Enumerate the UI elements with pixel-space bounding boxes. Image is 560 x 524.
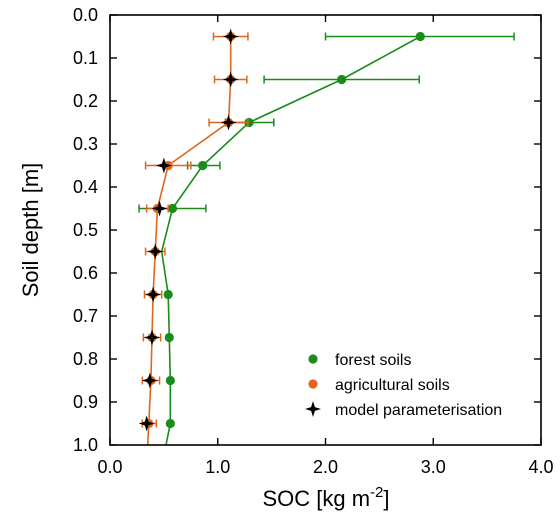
series-forest-soils	[138, 31, 515, 446]
data-point	[138, 415, 155, 432]
data-point	[164, 332, 174, 343]
x-tick-label: 1.0	[205, 457, 230, 477]
legend-label: model parameterisation	[335, 402, 502, 419]
x-axis-title-end: ]	[383, 486, 389, 511]
legend-label: forest soils	[335, 352, 411, 369]
legend-item: forest soils	[308, 352, 411, 369]
legend: forest soils agricultural soils model para…	[305, 352, 502, 419]
data-point	[198, 160, 208, 171]
y-tick-label: 0.2	[73, 91, 98, 111]
y-tick-label: 1.0	[73, 435, 98, 455]
data-point	[163, 289, 173, 300]
x-axis-title: SOC [kg m-2]	[262, 484, 389, 511]
series-agricultural-soils	[141, 31, 249, 446]
data-point	[222, 71, 239, 88]
data-point	[167, 203, 178, 214]
data-point	[147, 243, 164, 260]
x-tick-label: 0.0	[97, 457, 122, 477]
x-tick-label: 2.0	[313, 457, 338, 477]
legend-marker	[305, 401, 321, 417]
y-tick-label: 0.1	[73, 48, 98, 68]
data-point	[222, 28, 239, 45]
series-model-parameterisation	[138, 28, 239, 432]
y-tick-label: 0.7	[73, 306, 98, 326]
y-tick-label: 0.3	[73, 134, 98, 154]
data-point	[244, 117, 254, 128]
y-tick-label: 0.5	[73, 220, 98, 240]
data-point	[145, 286, 162, 303]
y-tick-label: 0.8	[73, 349, 98, 369]
data-point	[151, 200, 168, 217]
x-tick-label: 4.0	[528, 457, 553, 477]
legend-item: model parameterisation	[305, 401, 502, 419]
plot-area	[138, 28, 515, 446]
data-point	[144, 329, 160, 346]
y-tick-label: 0.0	[73, 5, 98, 25]
legend-marker	[308, 379, 318, 389]
data-point	[337, 74, 347, 85]
data-point	[165, 375, 175, 386]
y-tick-label: 0.4	[73, 177, 98, 197]
x-tick-label: 3.0	[421, 457, 446, 477]
data-point	[155, 157, 172, 174]
legend-marker	[308, 354, 318, 364]
x-axis-title-main: SOC [kg m	[262, 486, 370, 511]
data-point	[415, 31, 425, 42]
legend-item: agricultural soils	[308, 377, 450, 394]
x-axis-title-sup: -2	[370, 484, 383, 501]
y-tick-label: 0.9	[73, 392, 98, 412]
y-axis-title: Soil depth [m]	[18, 163, 43, 298]
y-tick-label: 0.6	[73, 263, 98, 283]
data-point	[141, 372, 158, 389]
axes: 0.0 1.0 2.0 3.0 4.00.00.10.20.30.40.50.60.70…	[73, 5, 554, 477]
data-point	[220, 114, 237, 131]
legend-label: agricultural soils	[335, 377, 450, 394]
data-point	[165, 418, 175, 429]
